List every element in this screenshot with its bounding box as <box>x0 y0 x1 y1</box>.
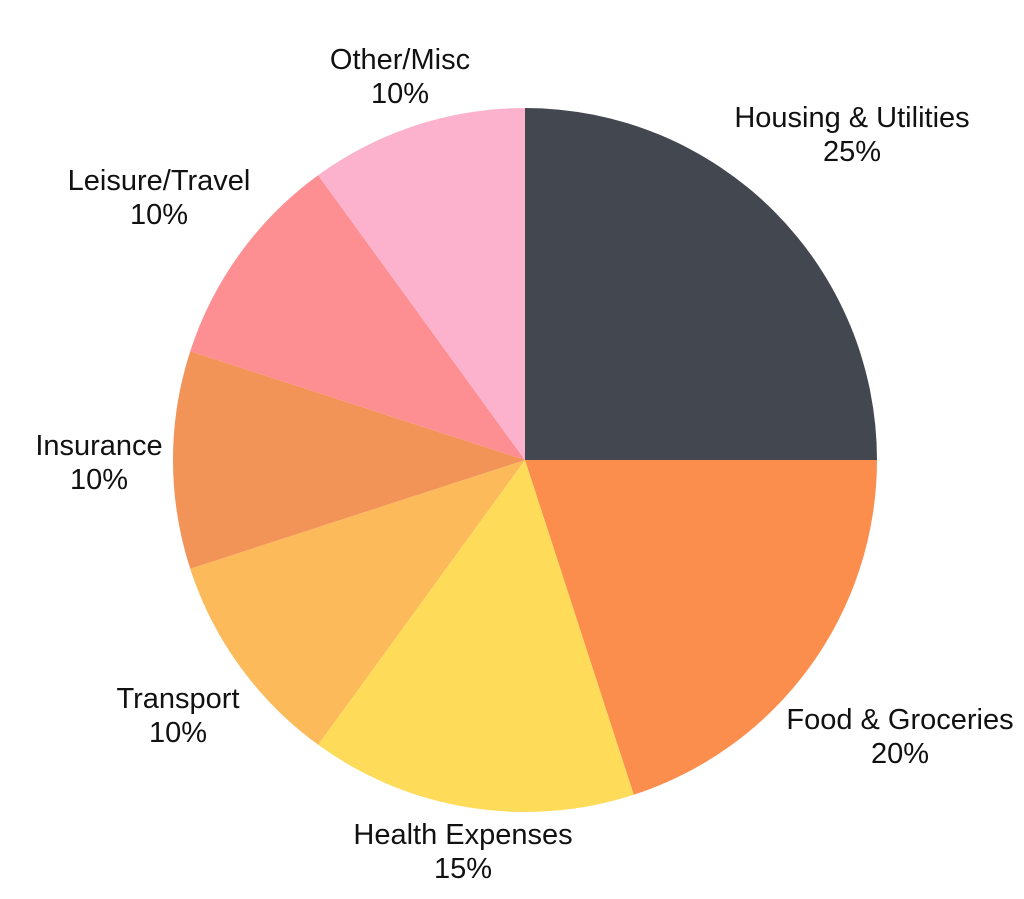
pie-slice-other-misc <box>318 108 525 460</box>
pie-label-category: Housing & Utilities <box>734 102 969 134</box>
pie-label-insurance: Insurance 10% <box>35 430 162 496</box>
pie-label-leisure-travel: Leisure/Travel 10% <box>68 165 251 231</box>
pie-label-percent: 10% <box>149 717 207 749</box>
pie-label-percent: 25% <box>823 136 881 168</box>
pie-label-percent: 10% <box>371 78 429 110</box>
pie-slices <box>173 108 877 812</box>
pie-label-percent: 10% <box>70 464 128 496</box>
pie-slice-food-groceries <box>525 460 877 795</box>
pie-label-category: Health Expenses <box>353 819 572 851</box>
pie-label-category: Transport <box>116 683 239 715</box>
pie-label-percent: 10% <box>130 199 188 231</box>
pie-label-food-groceries: Food & Groceries 20% <box>786 704 1013 770</box>
pie-label-other-misc: Other/Misc 10% <box>330 44 470 110</box>
pie-label-category: Leisure/Travel <box>68 165 251 197</box>
pie-label-transport: Transport 10% <box>116 683 239 749</box>
pie-label-percent: 20% <box>871 738 929 770</box>
pie-label-housing-utilities: Housing & Utilities 25% <box>734 102 969 168</box>
pie-slice-transport <box>190 460 526 745</box>
pie-slice-housing-utilities <box>525 108 877 460</box>
pie-slice-leisure-travel <box>190 175 526 460</box>
pie-slice-health-expenses <box>318 460 634 812</box>
pie-label-percent: 15% <box>434 853 492 885</box>
pie-label-category: Insurance <box>35 430 162 462</box>
pie-label-health-expenses: Health Expenses 15% <box>353 819 572 885</box>
pie-label-category: Other/Misc <box>330 44 470 76</box>
pie-slice-insurance <box>173 351 525 569</box>
pie-label-category: Food & Groceries <box>786 704 1013 736</box>
pie-labels: Housing & Utilities 25% Food & Groceries 20… <box>35 44 1013 885</box>
